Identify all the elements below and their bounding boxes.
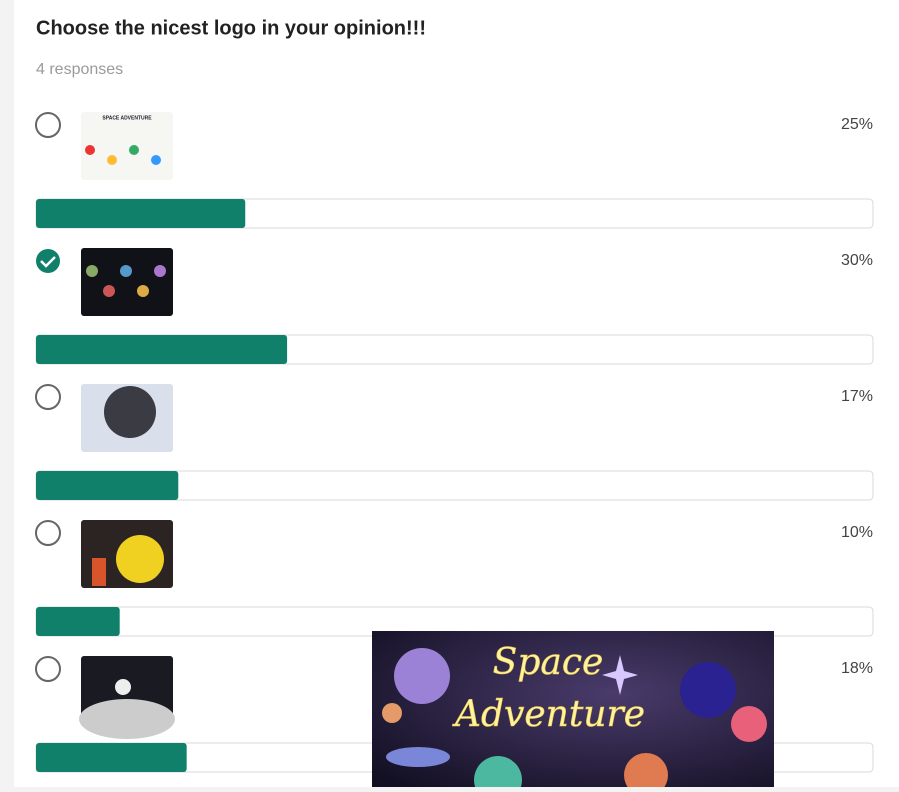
thumb-sun xyxy=(116,535,164,583)
thumb-planet xyxy=(103,285,115,297)
overlay-planet xyxy=(394,648,450,704)
overlay-planet xyxy=(624,753,668,792)
bar xyxy=(36,743,187,772)
thumbnail-text: SPACE ADVENTURE xyxy=(102,115,152,121)
thumb-planet xyxy=(120,265,132,277)
radio[interactable] xyxy=(35,520,61,546)
percent-label: 30% xyxy=(841,252,873,269)
radio[interactable] xyxy=(35,384,61,410)
bar xyxy=(36,607,120,636)
thumb-planet xyxy=(154,265,166,277)
thumb-moon xyxy=(79,699,175,739)
thumbnail xyxy=(81,112,173,180)
overlay-planet xyxy=(731,706,767,742)
overlay-planet xyxy=(382,703,402,723)
overlay-planet xyxy=(474,756,522,792)
thumb-rocket xyxy=(92,558,106,586)
percent-label: 17% xyxy=(841,388,873,405)
radio[interactable] xyxy=(35,112,61,138)
bar xyxy=(36,199,246,228)
poll-title: Choose the nicest logo in your opinion!!… xyxy=(36,17,426,39)
thumb-doodle xyxy=(129,145,139,155)
thumbnail xyxy=(81,248,173,316)
percent-label: 10% xyxy=(841,524,873,541)
thumb-planet xyxy=(86,265,98,277)
thumb-doodle xyxy=(151,155,161,165)
radio-selected[interactable] xyxy=(36,249,60,273)
overlay-image: Space Adventure xyxy=(372,631,774,792)
bar xyxy=(36,335,288,364)
radio[interactable] xyxy=(35,656,61,682)
overlay-title: Adventure xyxy=(452,694,645,735)
thumb-astronaut xyxy=(115,679,131,695)
thumb-planet xyxy=(137,285,149,297)
thumb-doodle xyxy=(107,155,117,165)
percent-label: 25% xyxy=(841,116,873,133)
response-count: 4 responses xyxy=(36,61,123,78)
percent-label: 18% xyxy=(841,660,873,677)
thumb-moon xyxy=(104,386,156,438)
overlay-ufo xyxy=(386,747,450,767)
overlay-star xyxy=(602,655,638,695)
overlay-title: Space xyxy=(493,642,604,683)
overlay-planet xyxy=(680,662,736,718)
check-icon xyxy=(40,256,56,268)
bar xyxy=(36,471,179,500)
thumb-doodle xyxy=(85,145,95,155)
